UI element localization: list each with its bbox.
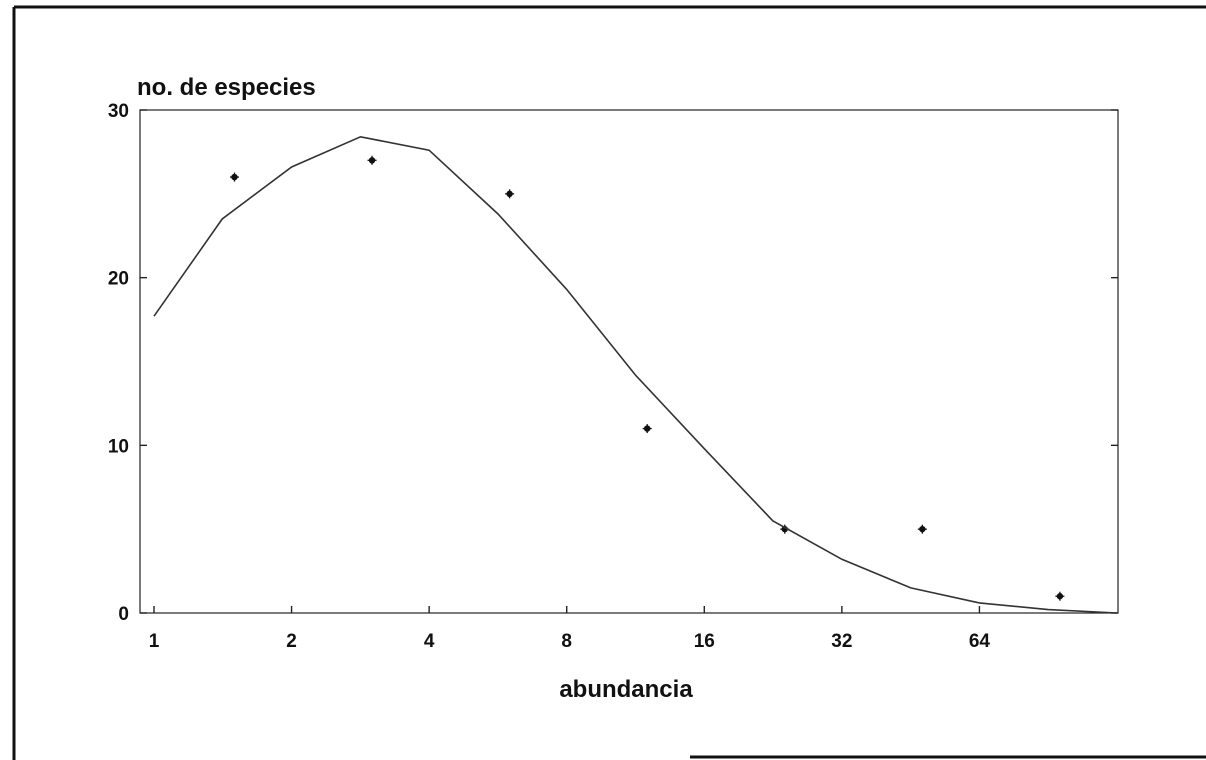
plot-area <box>139 109 1119 614</box>
y-tick-label: 20 <box>108 269 129 290</box>
fitted-curve <box>153 135 1118 614</box>
data-point <box>229 172 239 182</box>
data-series <box>153 135 1118 614</box>
x-tick-label: 2 <box>286 631 297 652</box>
data-point <box>1055 591 1065 601</box>
y-tick-label: 10 <box>108 436 129 457</box>
x-tick-label: 1 <box>149 631 160 652</box>
x-axis-title: abundancia <box>559 676 693 703</box>
x-tick-label: 16 <box>694 631 715 652</box>
x-tick-label: 8 <box>561 631 572 652</box>
data-point <box>917 524 927 534</box>
x-tick-label: 32 <box>831 631 852 652</box>
y-tick-label: 30 <box>108 101 129 122</box>
data-point <box>367 155 377 165</box>
data-point <box>642 424 652 434</box>
y-axis: 0 10 20 30 <box>108 101 1118 625</box>
data-point <box>505 189 515 199</box>
x-axis: 1 2 4 8 16 32 64 <box>149 606 991 652</box>
x-tick-label: 64 <box>969 631 991 652</box>
y-tick-label: 0 <box>118 604 129 625</box>
y-axis-title: no. de especies <box>137 74 316 101</box>
x-tick-label: 4 <box>424 631 435 652</box>
